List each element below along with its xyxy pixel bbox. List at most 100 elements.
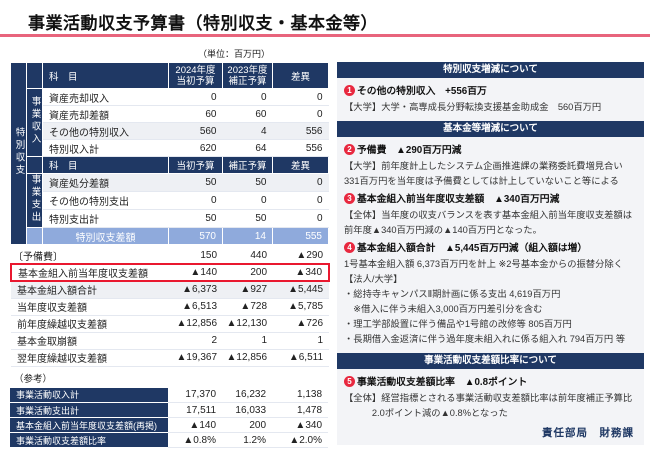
- note-body: 【大学】大学・高専成長分野転換支援基金助成金 560百万円: [344, 102, 602, 112]
- row-label: その他の特別収入: [42, 122, 169, 140]
- cell-value: ▲6,373: [169, 281, 224, 299]
- cell-value: ▲728: [223, 298, 274, 316]
- cell-value: ▲6,513: [169, 298, 224, 316]
- row-label: 資産売却差額: [42, 105, 169, 123]
- note-heading: 2 予備費 ▲290百万円減: [344, 144, 637, 158]
- cell-value: ▲927: [223, 281, 274, 299]
- cell-value: 17,370: [168, 387, 223, 403]
- note-body: 1号基本金組入額 6,373百万円を計上 ※2号基本金からの振替分除く 【法人/…: [344, 259, 625, 344]
- row-label: 基本金組入前当年度収支差額(再掲): [10, 417, 169, 433]
- cell-value: ▲290: [273, 247, 330, 265]
- cell-value: 60: [222, 105, 273, 123]
- note-badge-1: 1: [344, 85, 355, 96]
- note-body: 【大学】前年度計上したシステム企画推進課の業務委託費増見合い331百万円を当年度…: [344, 161, 623, 186]
- cell-value: 0: [272, 88, 329, 106]
- cell-value: 0: [222, 191, 273, 210]
- group-label-expense: 事業支出: [29, 174, 41, 224]
- cell-value: 2: [169, 332, 224, 350]
- row-label: 〔予備費〕: [11, 247, 170, 265]
- cell-value: 1: [273, 332, 330, 350]
- table-row: 当年度収支差額 ▲6,513 ▲728 ▲5,785: [11, 298, 330, 316]
- note-heading-text: その他の特別収入 +556百万: [357, 86, 487, 97]
- table-header-row: 特別収支 科 目 2024年度 当初予算 2023年度 補正予算 差異: [10, 62, 329, 245]
- row-label: 基本金組入前当年度収支差額: [9, 263, 170, 282]
- cell-value: 50: [168, 173, 223, 192]
- cell-value: 0: [272, 209, 329, 228]
- table-row: 基本金取崩額 2 1 1: [11, 332, 330, 350]
- note-heading: 4 基本金組入額合計 ▲5,445百万円減（組入額は増）: [344, 242, 637, 256]
- cell-value: 0: [168, 191, 223, 210]
- cell-value: ▲340: [273, 263, 331, 282]
- notes-section-title-funds: 基本金等増減について: [337, 121, 644, 137]
- table-subheader-row: 科 目 当初予算 補正予算 差異: [11, 156, 329, 174]
- cell-value: 50: [168, 209, 223, 228]
- row-label: 前年度繰越収支差額: [11, 315, 170, 333]
- table-row: 前年度繰越収支差額 ▲12,856 ▲12,130 ▲726: [11, 315, 330, 333]
- row-label: 事業活動収入計: [10, 387, 169, 403]
- group-label-income: 事業収入: [29, 96, 41, 146]
- cell-value: 570: [168, 227, 223, 245]
- cell-value: 555: [272, 227, 329, 245]
- row-group-special-balance: 特別収支: [10, 62, 27, 245]
- cell-value: ▲5,785: [273, 298, 330, 316]
- cell-value: 0: [272, 191, 329, 210]
- note-heading-text: 予備費 ▲290百万円減: [357, 145, 462, 156]
- row-label: 事業活動収支差額比率: [10, 432, 169, 448]
- note-heading: 1 その他の特別収入 +556百万: [344, 85, 637, 99]
- cell-value: ▲12,856: [223, 349, 274, 367]
- note-heading: 5 事業活動収支差額比率 ▲0.8ポイント: [344, 376, 637, 390]
- cell-value: ▲6,511: [273, 349, 330, 367]
- diff-row-spacer: [26, 227, 43, 245]
- cell-value: ▲5,445: [273, 281, 330, 299]
- page-title: 事業活動収支予算書（特別収支・基本金等）: [28, 14, 378, 33]
- table-row: 特別支出計 50 50 0: [11, 209, 329, 228]
- cell-value: 1,138: [272, 387, 329, 403]
- cell-value: 0: [222, 88, 273, 106]
- note-badge-3: 3: [344, 193, 355, 204]
- note-heading: 3 基本金組入前当年度収支差額 ▲340百万円減: [344, 193, 637, 207]
- table-row: 事業活動収支差額比率 ▲0.8% 1.2% ▲2.0%: [10, 432, 329, 448]
- table-row: 資産売却差額 60 60 0: [11, 105, 329, 123]
- row-group-income: 事業収入: [26, 88, 43, 157]
- highlighted-row-pre-transfer-balance: 基本金組入前当年度収支差額 ▲140 200 ▲340: [9, 263, 331, 282]
- cell-value: 14: [222, 227, 273, 245]
- header-spacer: [26, 62, 43, 89]
- unit-label: （単位：百万円）: [198, 49, 271, 59]
- table-row: 〔予備費〕 150 440 ▲290: [11, 247, 330, 265]
- cell-value: ▲12,130: [223, 315, 274, 333]
- table-row: 基本金組入前当年度収支差額(再掲) ▲140 200 ▲340: [10, 417, 329, 433]
- cell-value: 560: [168, 122, 223, 140]
- cell-value: 556: [272, 122, 329, 140]
- title-underline: [0, 34, 650, 37]
- table-row: 基本金組入額合計 ▲6,373 ▲927 ▲5,445: [11, 281, 330, 299]
- row-label: 翌年度繰越収支差額: [11, 349, 170, 367]
- row-label: その他の特別支出: [42, 191, 169, 210]
- col-header-subject: 科 目: [42, 62, 169, 89]
- cell-value: 16,033: [222, 402, 273, 418]
- col-header-2023: 2023年度 補正予算: [222, 62, 273, 89]
- cell-value: 4: [222, 122, 273, 140]
- fund-rows-table: 〔予備費〕 150 440 ▲290 基本金組入前当年度収支差額 ▲140 20…: [9, 247, 331, 367]
- cell-value: 620: [168, 139, 223, 157]
- cell-value: 556: [272, 139, 329, 157]
- note-body: 【全体】経営指標とされる事業活動収支差額比率は前年度補正予算比 2.0ポイント減…: [344, 393, 633, 418]
- cell-value: 1,478: [272, 402, 329, 418]
- budget-table-area: 特別収支 科 目 2024年度 当初予算 2023年度 補正予算 差異 事業収入…: [9, 62, 331, 448]
- row-label: 特別支出計: [42, 209, 169, 228]
- note-badge-2: 2: [344, 144, 355, 155]
- cell-value: 1: [223, 332, 274, 350]
- cell-value: ▲140: [168, 417, 223, 433]
- table-row: 事業支出 資産処分差額 50 50 0: [11, 173, 329, 228]
- notes-section-special: 1 その他の特別収入 +556百万 【大学】大学・高専成長分野転換支援基金助成金 …: [337, 78, 644, 121]
- cell-value: 200: [222, 417, 273, 433]
- row-label: 基本金組入額合計: [11, 281, 170, 299]
- cell-value: ▲2.0%: [272, 432, 329, 448]
- row-label: 特別収支差額: [42, 227, 169, 245]
- notes-panel: 特別収支増減について 1 その他の特別収入 +556百万 【大学】大学・高専成長分…: [337, 62, 644, 445]
- col-header-revised: 補正予算: [222, 156, 273, 174]
- table-row: 特別収入計 620 64 556: [11, 139, 329, 157]
- col-header-diff: 差異: [272, 62, 329, 89]
- cell-value: ▲19,367: [169, 349, 224, 367]
- special-balance-table: 特別収支 科 目 2024年度 当初予算 2023年度 補正予算 差異 事業収入…: [10, 62, 329, 245]
- note-badge-5: 5: [344, 376, 355, 387]
